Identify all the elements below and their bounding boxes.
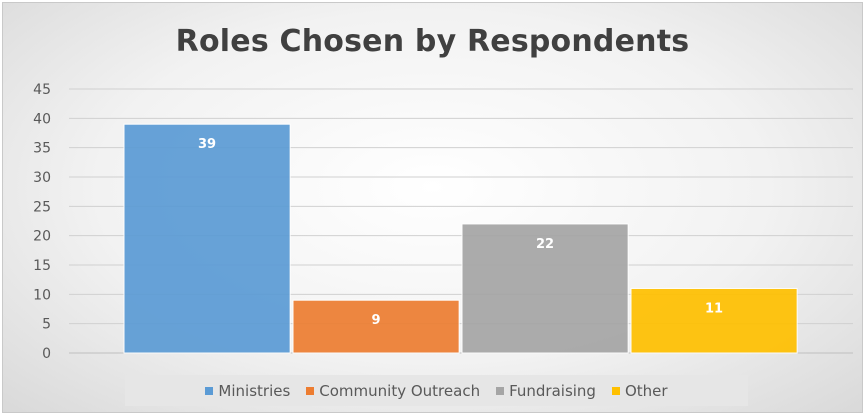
y-tick-label: 30 [33,170,51,186]
bars [123,123,798,354]
y-tick-label: 45 [33,82,51,98]
legend-item: Other [611,381,668,400]
y-tick-label: 35 [33,141,51,157]
data-label: 39 [198,137,216,152]
y-tick-label: 15 [33,258,51,274]
data-labels: 39 9 22 11 [198,137,723,328]
chart-frame: Roles Chosen by Respondents 39 9 22 11 0 5 10… [2,2,863,413]
y-tick-label: 40 [33,111,51,127]
legend: Ministries Community Outreach Fundraising O… [125,375,748,406]
data-label: 22 [536,237,554,252]
y-tick-label: 5 [42,317,51,333]
bar-other [630,287,798,354]
legend-item: Community Outreach [306,382,480,400]
legend-swatch [205,386,214,395]
legend-label: Other [624,381,668,400]
chart-plot-area: 39 9 22 11 0 5 10 15 20 25 30 35 40 45 [33,82,853,362]
bar-community-outreach [292,299,460,354]
y-tick-label: 10 [33,287,51,303]
y-axis: 0 5 10 15 20 25 30 35 40 45 [33,82,51,362]
legend-item: Fundraising [496,382,596,400]
legend-swatch [306,386,315,395]
bar-ministries [123,123,291,354]
data-label: 11 [705,301,723,316]
y-tick-label: 25 [33,199,51,215]
y-tick-label: 20 [33,229,51,245]
legend-swatch [611,386,620,395]
legend-label: Community Outreach [319,381,481,400]
chart-title: Roles Chosen by Respondents [175,24,690,59]
y-tick-label: 0 [42,346,51,362]
bar-fundraising [461,223,629,354]
data-label: 9 [372,313,381,328]
legend-swatch [496,386,505,395]
legend-item: Ministries [205,382,290,400]
legend-label: Fundraising [509,381,596,400]
legend-label: Ministries [218,381,291,400]
